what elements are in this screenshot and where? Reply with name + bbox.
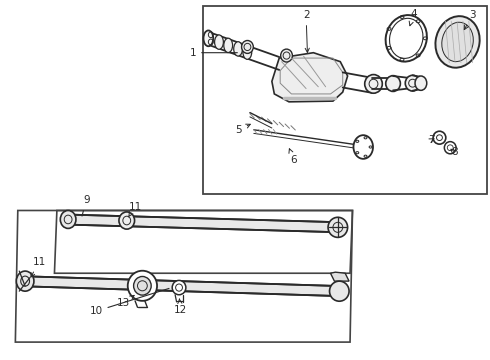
Ellipse shape (386, 15, 427, 62)
Ellipse shape (119, 212, 135, 229)
Ellipse shape (328, 217, 347, 237)
Text: 7: 7 (428, 135, 435, 145)
Polygon shape (19, 276, 343, 296)
Ellipse shape (60, 211, 76, 228)
Ellipse shape (442, 22, 473, 62)
Ellipse shape (281, 49, 293, 62)
Ellipse shape (215, 35, 223, 49)
Ellipse shape (353, 135, 373, 159)
Ellipse shape (386, 76, 400, 91)
Ellipse shape (243, 45, 252, 59)
Ellipse shape (405, 75, 420, 91)
Ellipse shape (234, 42, 243, 56)
Text: 13: 13 (117, 296, 134, 308)
Ellipse shape (330, 281, 349, 301)
Ellipse shape (172, 280, 186, 295)
Text: 1: 1 (190, 48, 237, 58)
Ellipse shape (433, 131, 446, 144)
Text: 11: 11 (31, 257, 46, 277)
Text: 2: 2 (303, 10, 309, 53)
Ellipse shape (444, 141, 456, 154)
Bar (203, 6, 487, 194)
Text: 5: 5 (235, 124, 250, 135)
Ellipse shape (128, 271, 157, 301)
Ellipse shape (134, 276, 151, 295)
Text: 10: 10 (89, 288, 169, 316)
Text: 3: 3 (465, 10, 475, 30)
Ellipse shape (203, 31, 213, 46)
Text: 11: 11 (128, 202, 142, 217)
Ellipse shape (415, 76, 427, 90)
Text: 6: 6 (289, 149, 297, 165)
Text: 12: 12 (174, 299, 187, 315)
Text: 8: 8 (451, 147, 458, 157)
Ellipse shape (16, 271, 34, 291)
Ellipse shape (436, 16, 480, 68)
Ellipse shape (365, 75, 382, 93)
Text: 4: 4 (409, 9, 417, 26)
Ellipse shape (242, 41, 253, 53)
Text: 9: 9 (82, 195, 90, 216)
Polygon shape (331, 272, 349, 281)
Ellipse shape (224, 38, 233, 53)
Polygon shape (63, 215, 343, 232)
Polygon shape (272, 53, 347, 102)
